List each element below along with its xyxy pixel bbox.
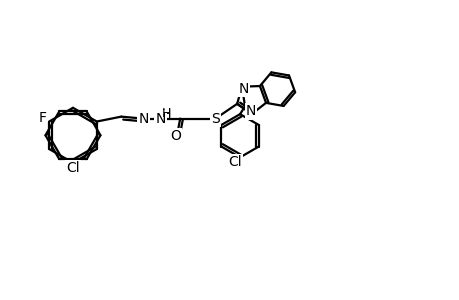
Text: O: O	[169, 129, 180, 143]
Text: H: H	[162, 107, 171, 120]
Text: Cl: Cl	[228, 155, 241, 169]
Text: O: O	[168, 129, 179, 143]
Text: F: F	[38, 111, 46, 125]
Text: N: N	[138, 112, 148, 126]
Text: N: N	[237, 82, 248, 96]
Text: F: F	[36, 112, 44, 126]
Text: Cl: Cl	[66, 161, 79, 175]
Text: N: N	[155, 112, 165, 126]
Text: H: H	[161, 108, 170, 121]
Text: S: S	[211, 112, 219, 126]
Text: N: N	[245, 105, 256, 119]
Text: S: S	[211, 112, 219, 126]
Text: Cl: Cl	[228, 155, 241, 169]
Text: N: N	[155, 112, 165, 126]
Text: N: N	[138, 112, 149, 126]
Text: Cl: Cl	[66, 161, 79, 175]
Text: N: N	[238, 82, 248, 96]
Text: N: N	[245, 104, 256, 118]
